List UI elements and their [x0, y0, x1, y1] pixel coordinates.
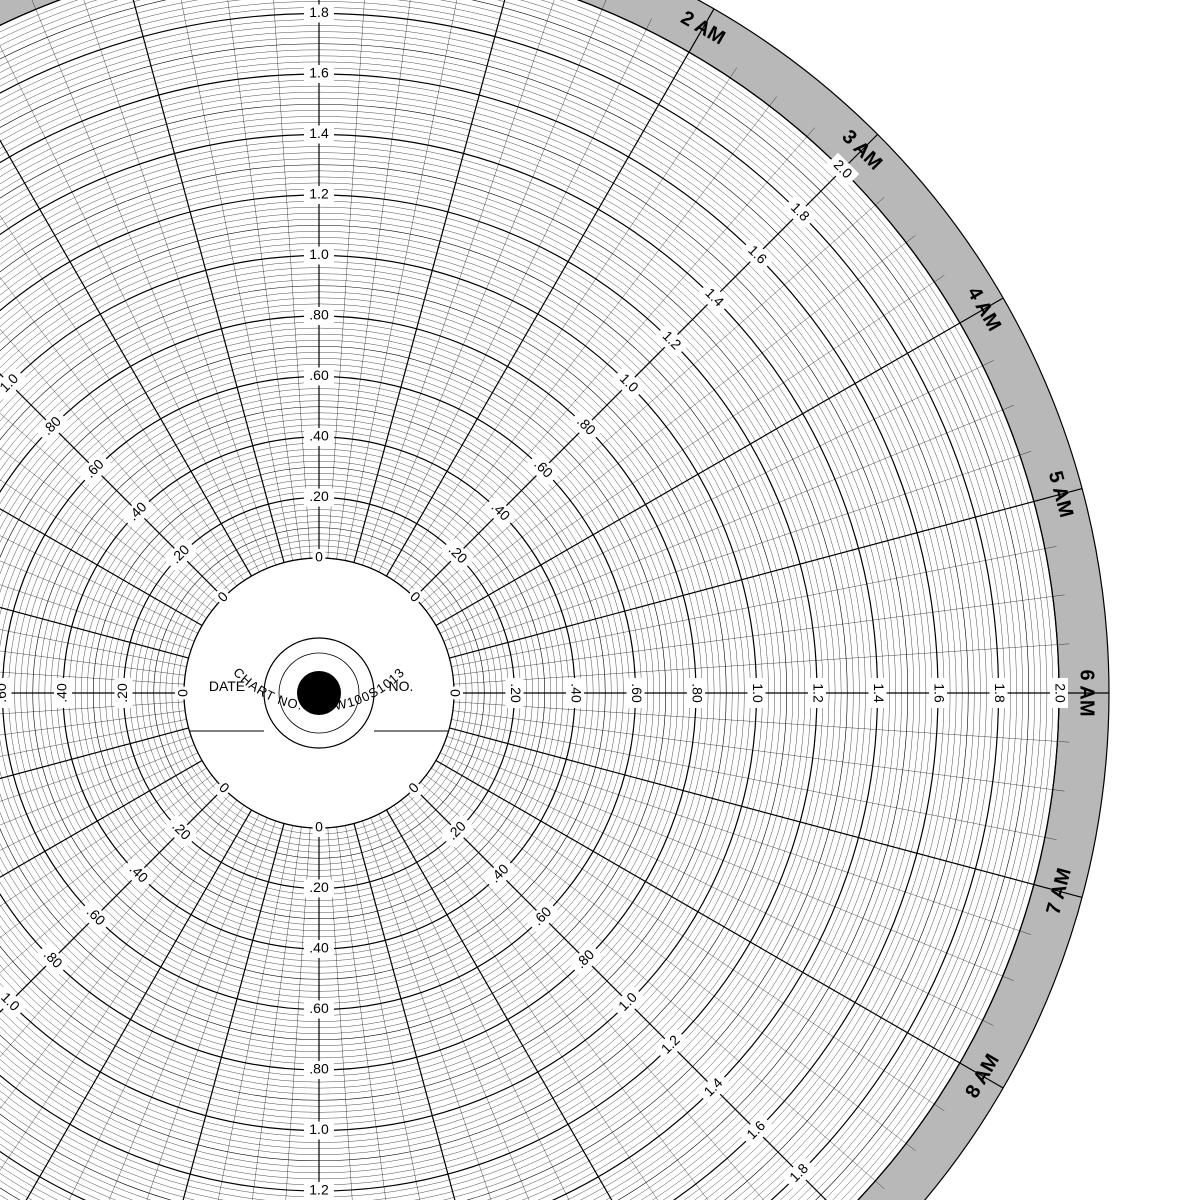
- circular-chart-svg: 12 NIGHT1 AM2 AM3 AM4 AM5 AM6 AM7 AM8 AM…: [0, 0, 1190, 1200]
- scale-label: .20: [309, 879, 329, 895]
- scale-label: .40: [568, 683, 584, 703]
- scale-label: 0: [315, 549, 323, 565]
- scale-label: 1.2: [309, 1182, 329, 1198]
- scale-label: .20: [508, 683, 524, 703]
- scale-label: 1.6: [931, 683, 947, 703]
- scale-label: 1.2: [810, 683, 826, 703]
- scale-label: .60: [629, 683, 645, 703]
- scale-label: 1.0: [309, 1121, 329, 1137]
- scale-label: 0: [447, 689, 463, 697]
- scale-label: .60: [309, 1000, 329, 1016]
- scale-label: 1.4: [871, 683, 887, 703]
- scale-label: .40: [309, 940, 329, 956]
- scale-label: .60: [309, 367, 329, 383]
- scale-label: .60: [0, 683, 9, 703]
- hour-label: 6 AM: [1076, 669, 1098, 716]
- scale-label: 2.0: [1052, 683, 1068, 703]
- scale-label: .40: [54, 683, 70, 703]
- scale-label: 1.4: [309, 125, 329, 141]
- scale-label: 1.2: [309, 186, 329, 202]
- scale-label: 1.0: [750, 683, 766, 703]
- scale-label: .80: [309, 1061, 329, 1077]
- scale-label: 0: [175, 689, 191, 697]
- scale-label: .20: [309, 488, 329, 504]
- scale-label: 1.8: [309, 4, 329, 20]
- scale-label: 1.6: [309, 65, 329, 81]
- scale-label: .80: [309, 307, 329, 323]
- scale-label: 1.0: [309, 246, 329, 262]
- scale-label: 0: [315, 819, 323, 835]
- scale-label: .20: [114, 683, 130, 703]
- scale-label: 1.8: [992, 683, 1008, 703]
- scale-label: .40: [309, 428, 329, 444]
- scale-label: .80: [689, 683, 705, 703]
- circular-chart-container: 12 NIGHT1 AM2 AM3 AM4 AM5 AM6 AM7 AM8 AM…: [0, 0, 1190, 1200]
